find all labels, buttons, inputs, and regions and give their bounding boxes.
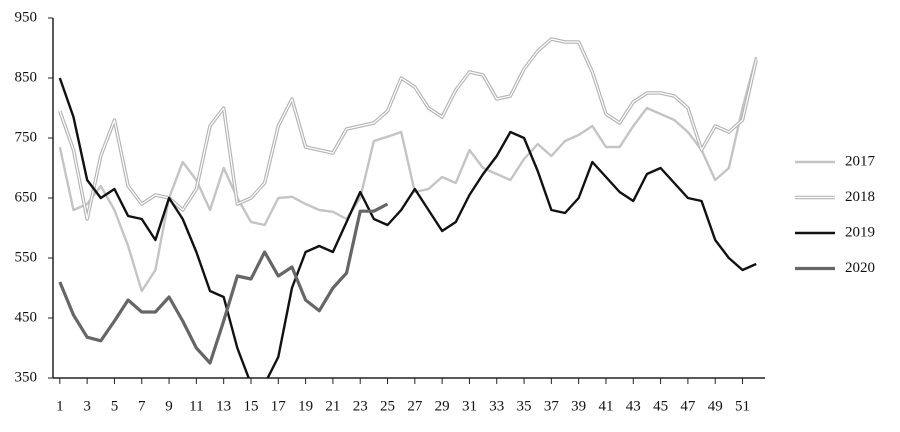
y-tick-label: 650 [15, 189, 38, 205]
legend-label: 2020 [845, 260, 875, 276]
x-tick-label: 7 [138, 398, 146, 414]
x-tick-label: 17 [271, 398, 287, 414]
legend-label: 2017 [845, 153, 876, 169]
x-tick-label: 45 [653, 398, 668, 414]
y-tick-label: 450 [15, 309, 38, 325]
legend-label: 2019 [845, 224, 875, 240]
x-tick-label: 9 [165, 398, 173, 414]
x-tick-label: 43 [626, 398, 641, 414]
x-tick-label: 25 [380, 398, 395, 414]
y-tick-label: 350 [15, 369, 38, 385]
x-tick-label: 49 [708, 398, 723, 414]
series-line [58, 37, 758, 221]
y-tick-label: 950 [15, 9, 38, 25]
plot-area [58, 37, 758, 378]
legend-label: 2018 [845, 189, 875, 205]
y-tick-label: 750 [15, 129, 38, 145]
x-tick-label: 29 [435, 398, 450, 414]
x-tick-label: 35 [517, 398, 532, 414]
series-line [58, 56, 758, 293]
series-line [58, 202, 389, 365]
x-tick-label: 3 [83, 398, 91, 414]
series-line-inner [59, 38, 757, 220]
series-line [58, 77, 757, 378]
x-tick-label: 15 [243, 398, 258, 414]
x-tick-label: 5 [111, 398, 119, 414]
x-tick-label: 11 [189, 398, 203, 414]
x-tick-label: 19 [298, 398, 313, 414]
x-tick-label: 47 [680, 398, 696, 414]
x-tick-label: 39 [571, 398, 586, 414]
x-tick-label: 37 [544, 398, 560, 414]
x-tick-label: 13 [216, 398, 231, 414]
x-tick-label: 33 [489, 398, 504, 414]
x-tick-label: 21 [325, 398, 340, 414]
x-tick-label: 31 [462, 398, 477, 414]
y-tick-label: 550 [15, 249, 38, 265]
x-tick-label: 1 [56, 398, 64, 414]
x-tick-label: 23 [353, 398, 368, 414]
x-tick-label: 27 [407, 398, 423, 414]
x-tick-label: 51 [735, 398, 750, 414]
x-tick-label: 41 [598, 398, 613, 414]
y-tick-label: 850 [15, 69, 38, 85]
